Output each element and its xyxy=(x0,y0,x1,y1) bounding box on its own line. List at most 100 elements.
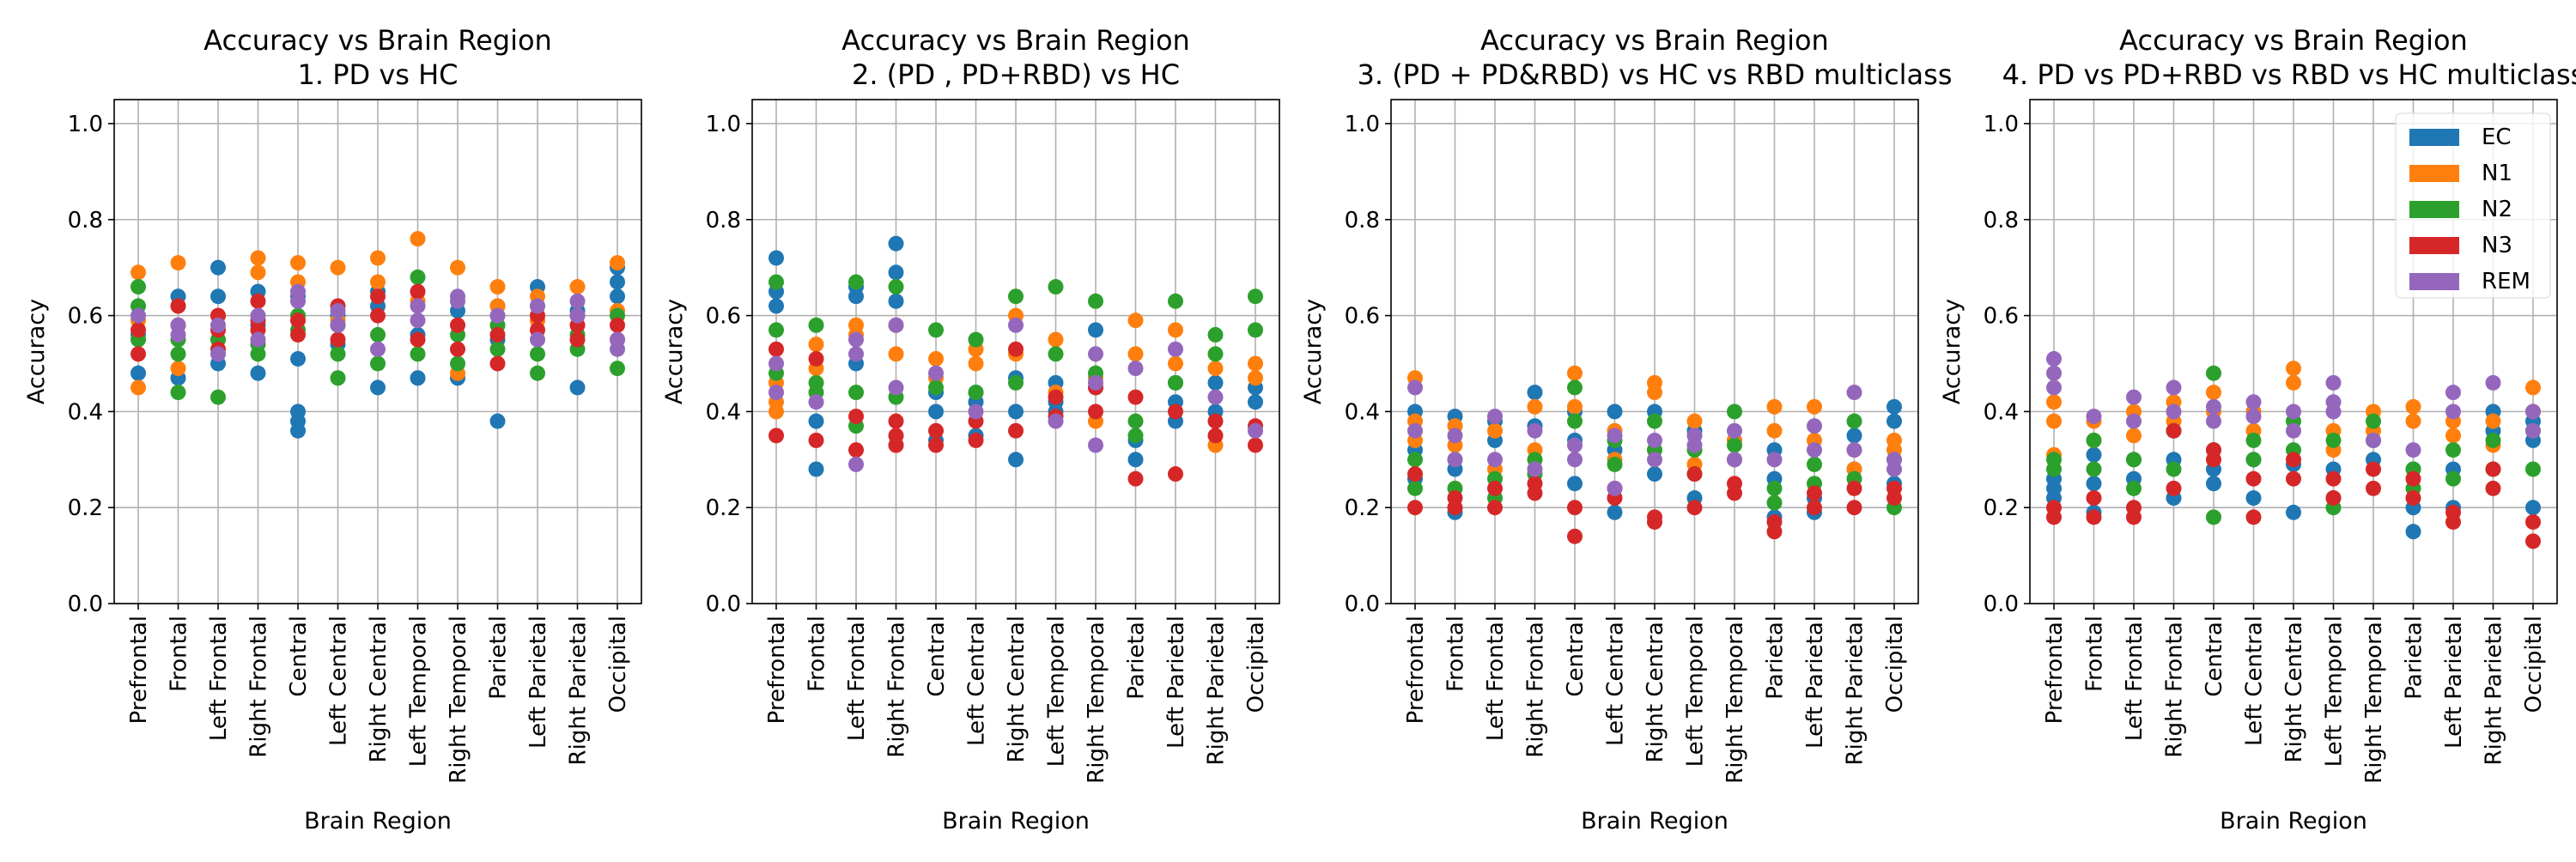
marker-rem xyxy=(2046,350,2062,367)
marker-n1 xyxy=(1207,361,1224,377)
marker-n2 xyxy=(610,361,625,377)
panel-title: Accuracy vs Brain Region xyxy=(2119,24,2468,57)
marker-n2 xyxy=(410,269,426,285)
x-tick-label: Left Temporal xyxy=(2322,616,2348,767)
marker-rem xyxy=(1647,452,1662,468)
marker-rem xyxy=(1647,432,1662,448)
panel-4: 0.0 0.2 0.4 0.6 0.8 1.0 Prefrontal Frontal Left … xyxy=(1939,24,2576,835)
marker-n2 xyxy=(1567,379,1583,396)
marker-n1 xyxy=(170,361,186,377)
marker-n2 xyxy=(1008,288,1024,305)
marker-n2 xyxy=(410,346,426,362)
y-tick-label: 0.8 xyxy=(1984,208,2019,234)
marker-n1 xyxy=(1487,422,1503,439)
y-tick-label: 1.0 xyxy=(68,112,103,137)
marker-rem xyxy=(1607,480,1623,496)
marker-rem xyxy=(1248,422,1263,439)
marker-n3 xyxy=(888,413,904,429)
marker-rem xyxy=(1766,452,1783,468)
marker-n2 xyxy=(1008,374,1024,391)
marker-ec xyxy=(2245,490,2262,507)
marker-n3 xyxy=(2206,442,2221,458)
marker-ec xyxy=(808,461,824,477)
x-tick-label: Left Frontal xyxy=(1483,616,1509,741)
marker-ec xyxy=(1527,385,1543,401)
marker-n1 xyxy=(808,337,824,353)
marker-n1 xyxy=(569,279,586,295)
y-tick-label: 0.2 xyxy=(68,495,103,521)
marker-rem xyxy=(2405,442,2421,458)
marker-n3 xyxy=(2245,509,2262,525)
panel-3: 0.0 0.2 0.4 0.6 0.8 1.0 Prefrontal Frontal Left … xyxy=(1300,24,1953,835)
marker-n1 xyxy=(1248,370,1263,386)
marker-rem xyxy=(888,379,904,396)
marker-n2 xyxy=(2245,452,2262,468)
marker-rem xyxy=(2325,374,2342,391)
marker-n2 xyxy=(1807,456,1822,472)
marker-rem xyxy=(530,298,545,314)
marker-n3 xyxy=(1008,341,1024,357)
marker-rem xyxy=(769,355,784,372)
y-tick-label: 0.6 xyxy=(1984,304,2019,330)
legend-swatch-n2 xyxy=(2409,201,2459,218)
x-tick-label: Left Frontal xyxy=(206,616,232,741)
y-tick-label: 0.4 xyxy=(1345,399,1380,425)
marker-n2 xyxy=(2245,432,2262,448)
marker-rem xyxy=(370,341,386,357)
marker-rem xyxy=(1127,361,1144,377)
marker-n2 xyxy=(2046,461,2062,477)
marker-n2 xyxy=(1567,413,1583,429)
marker-n3 xyxy=(370,288,386,305)
marker-n3 xyxy=(1727,476,1742,492)
legend-label-n3: N3 xyxy=(2482,233,2512,258)
marker-n1 xyxy=(610,255,625,271)
marker-ec xyxy=(888,293,904,309)
panel-title: Accuracy vs Brain Region xyxy=(204,24,552,57)
marker-rem xyxy=(2245,408,2262,424)
marker-rem xyxy=(610,331,625,348)
marker-rem xyxy=(2485,374,2501,391)
marker-ec xyxy=(131,365,146,381)
marker-n3 xyxy=(1127,389,1144,405)
marker-n1 xyxy=(330,259,346,276)
marker-rem xyxy=(1567,452,1583,468)
marker-rem xyxy=(1447,452,1463,468)
marker-n3 xyxy=(1248,437,1263,453)
marker-rem xyxy=(1567,437,1583,453)
marker-rem xyxy=(530,331,545,348)
marker-n2 xyxy=(2126,480,2142,496)
marker-rem xyxy=(1846,385,1862,401)
marker-n3 xyxy=(1207,413,1224,429)
marker-ec xyxy=(250,365,266,381)
marker-rem xyxy=(2325,404,2342,420)
marker-n3 xyxy=(410,331,426,348)
marker-n3 xyxy=(808,432,824,448)
marker-rem xyxy=(2366,432,2381,448)
y-axis-label: Accuracy xyxy=(1300,299,1327,404)
x-tick-label: Left Frontal xyxy=(844,616,870,741)
marker-rem xyxy=(410,298,426,314)
marker-ec xyxy=(1647,466,1662,483)
marker-n3 xyxy=(1686,466,1703,483)
marker-n2 xyxy=(370,355,386,372)
marker-n1 xyxy=(450,259,465,276)
marker-n2 xyxy=(1248,322,1263,338)
x-tick-label: Right Central xyxy=(2281,616,2307,762)
marker-rem xyxy=(489,307,506,324)
marker-n3 xyxy=(1487,480,1503,496)
marker-rem xyxy=(410,313,426,329)
x-tick-label: Left Central xyxy=(964,616,990,746)
marker-n3 xyxy=(2445,504,2461,520)
panel-subtitle: 4. PD vs PD+RBD vs RBD vs HC multiclass xyxy=(2002,58,2576,91)
marker-rem xyxy=(2525,404,2541,420)
marker-n2 xyxy=(489,341,506,357)
x-tick-label: Right Parietal xyxy=(1204,616,1230,765)
marker-n2 xyxy=(2126,452,2142,468)
marker-n2 xyxy=(1766,495,1783,511)
x-tick-label: Right Frontal xyxy=(884,616,910,758)
x-tick-label: Left Central xyxy=(1603,616,1629,746)
marker-rem xyxy=(250,331,266,348)
x-tick-label: Left Temporal xyxy=(406,616,432,767)
panel-subtitle: 2. (PD , PD+RBD) vs HC xyxy=(852,58,1180,91)
